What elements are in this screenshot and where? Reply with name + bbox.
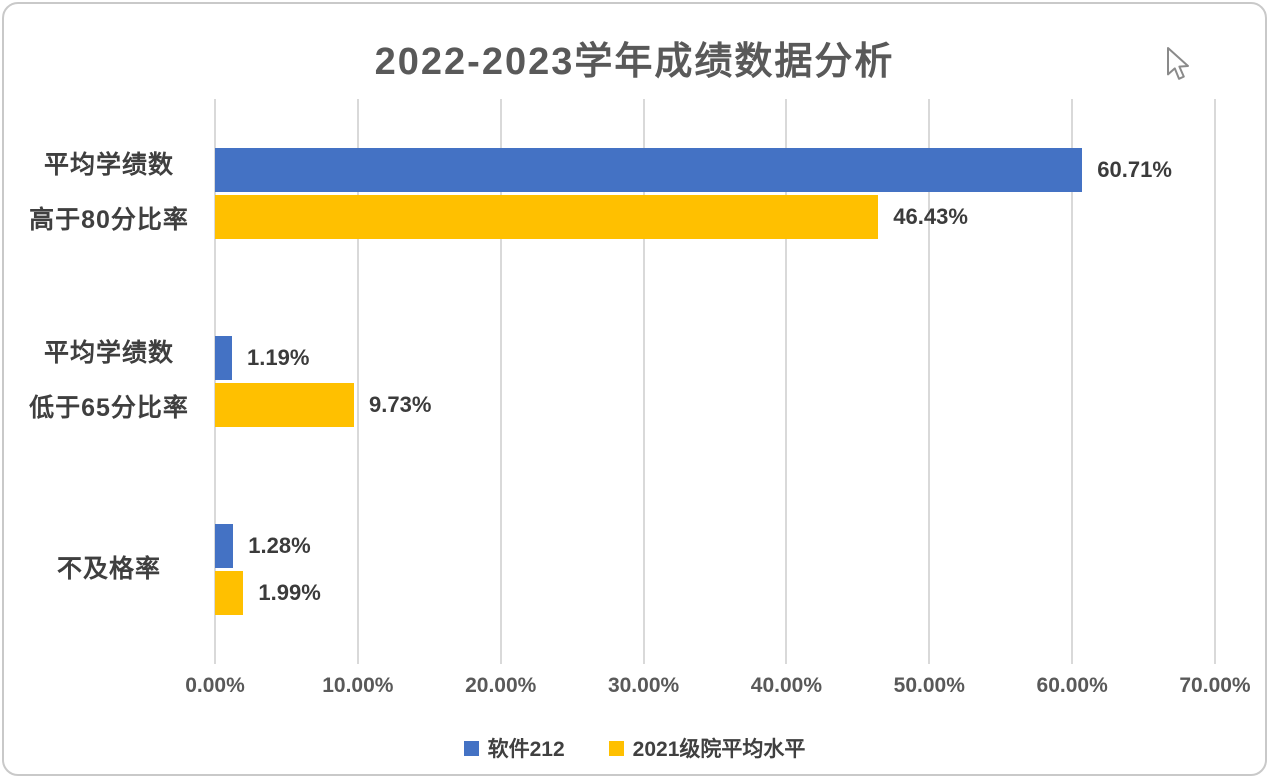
legend-item: 2021级院平均水平	[608, 733, 806, 763]
x-tick-label: 0.00%	[185, 674, 245, 697]
gridline	[356, 99, 359, 664]
bar-series-1-category-1	[215, 383, 354, 427]
bar-series-0-category-2	[215, 524, 234, 569]
legend: 软件212 2021级院平均水平	[4, 733, 1265, 763]
gridline	[642, 99, 645, 664]
value-label: 46.43%	[893, 203, 968, 229]
value-label: 60.71%	[1097, 156, 1172, 182]
bar-series-1-category-2	[215, 571, 244, 616]
x-tick-label: 30.00%	[607, 674, 680, 697]
value-label: 1.28%	[248, 533, 311, 559]
x-tick-label: 60.00%	[1036, 674, 1108, 697]
gridline	[1214, 99, 1216, 664]
gridline	[928, 99, 931, 664]
category-label: 平均学绩数 低于65分比率	[29, 339, 189, 423]
value-label: 1.19%	[247, 345, 310, 370]
legend-swatch	[608, 740, 624, 756]
category-label: 不及格率	[56, 555, 161, 584]
legend-item: 软件212	[463, 733, 565, 763]
x-tick-label: 50.00%	[893, 674, 965, 697]
bar-series-1-category-0	[215, 194, 879, 239]
x-tick-label: 20.00%	[465, 674, 537, 697]
mouse-cursor-icon	[1167, 47, 1189, 80]
x-tick-label: 70.00%	[1179, 674, 1251, 697]
legend-swatch	[463, 740, 479, 756]
legend-label: 软件212	[487, 738, 565, 761]
gridline	[214, 99, 216, 664]
gridline	[499, 99, 502, 664]
chart-title: 2022-2023学年成绩数据分析	[374, 41, 895, 83]
gridline	[1071, 99, 1074, 664]
legend-label: 2021级院平均水平	[632, 738, 806, 761]
bar-series-0-category-0	[215, 147, 1083, 192]
value-label: 9.73%	[369, 392, 432, 417]
value-label: 1.99%	[258, 580, 321, 606]
category-label: 平均学绩数 高于80分比率	[29, 151, 189, 235]
x-tick-label: 40.00%	[750, 674, 823, 697]
bar-series-0-category-1	[215, 336, 232, 380]
x-tick-label: 10.00%	[322, 674, 394, 697]
plot-area: 60.71% 46.43% 1.19% 9.73% 1.28% 1.99%	[214, 99, 1216, 664]
gridline	[785, 99, 788, 664]
